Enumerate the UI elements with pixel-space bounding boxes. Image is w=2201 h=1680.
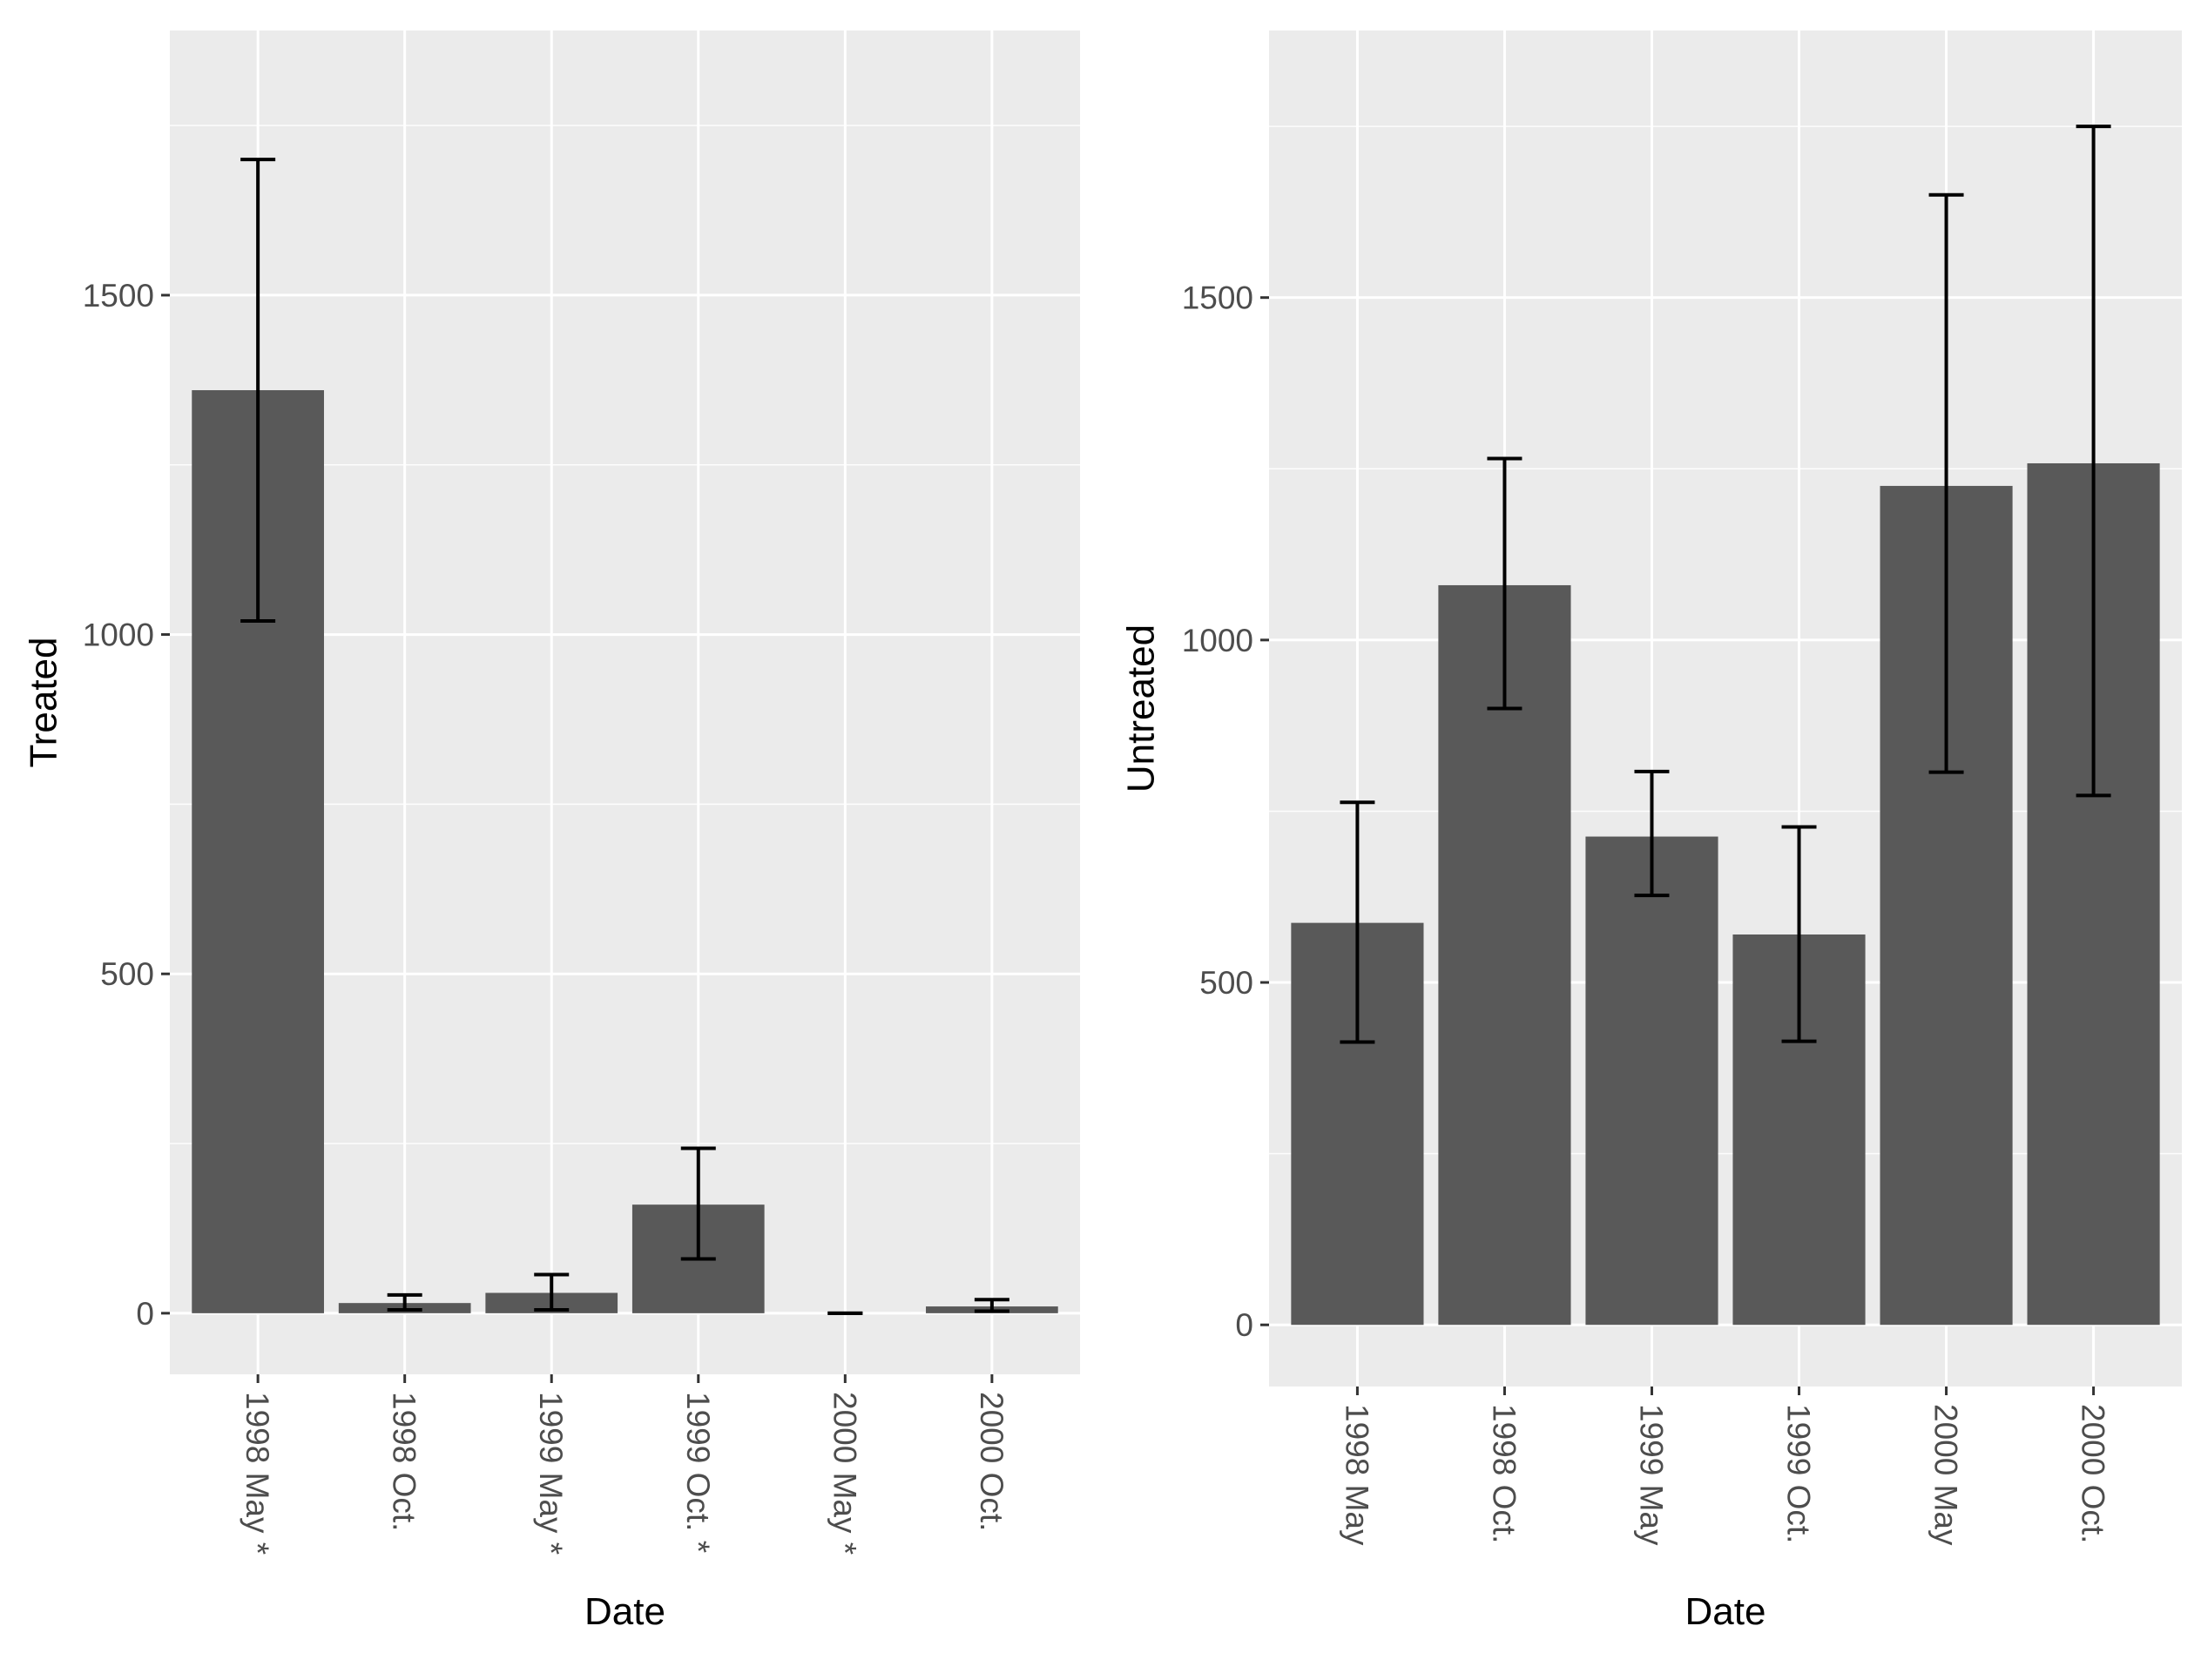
untreated-panel: 0 500 1000 1500 1998 May 1998 Oct. 1999 May 199… xyxy=(1120,30,2182,1633)
y-tick-label: 0 xyxy=(1235,1307,1253,1343)
x-tick-label: 1998 May xyxy=(1339,1404,1374,1546)
y-tick-label: 1000 xyxy=(1182,623,1253,658)
bar-1999-may xyxy=(1585,836,1718,1326)
x-tick-label: 1998 Oct. xyxy=(1486,1404,1522,1543)
error-bar-1998-may xyxy=(240,158,276,623)
error-bar-2000-oct xyxy=(2076,125,2111,798)
x-tick-label: 1999 Oct. * xyxy=(680,1392,716,1553)
x-tick-label: 2000 May * xyxy=(827,1392,862,1555)
error-bar-1999-oct xyxy=(1781,825,1817,1043)
error-bar-2000-oct xyxy=(974,1298,1009,1313)
x-axis-title: Date xyxy=(584,1590,665,1633)
error-bar-2000-may xyxy=(1928,192,1964,774)
x-axis-title: Date xyxy=(1685,1590,1766,1633)
x-tick-label: 1998 Oct. xyxy=(387,1392,422,1531)
y-tick-label: 1500 xyxy=(83,278,154,314)
error-bar-1998-oct xyxy=(387,1292,422,1312)
y-tick-label: 1000 xyxy=(83,617,154,653)
y-axis-title: Untreated xyxy=(1120,624,1163,793)
y-tick-label: 500 xyxy=(100,956,154,992)
error-bar-1999-oct xyxy=(680,1146,716,1261)
x-tick-label: 1999 May * xyxy=(533,1392,569,1555)
x-tick-label: 2000 Oct. xyxy=(2076,1404,2111,1543)
x-tick-label: 2000 May xyxy=(1928,1404,1964,1546)
x-tick-label: 2000 Oct. xyxy=(974,1392,1009,1531)
y-tick-label: 500 xyxy=(1199,965,1253,1001)
error-bar-1999-may xyxy=(1634,769,1670,898)
error-bar-1999-may xyxy=(534,1272,570,1312)
y-tick-label: 1500 xyxy=(1182,280,1253,316)
treated-panel: 0 500 1000 1500 1998 May * 1998 Oct. 1999 May … xyxy=(23,30,1080,1633)
error-bar-1998-may xyxy=(1340,800,1375,1044)
x-tick-label: 1998 May * xyxy=(240,1392,275,1555)
y-axis-title: Treated xyxy=(23,637,65,767)
y-tick-label: 0 xyxy=(136,1296,154,1332)
error-bar-1998-oct xyxy=(1487,456,1522,711)
x-tick-label: 1999 May xyxy=(1633,1404,1669,1546)
x-tick-label: 1999 Oct. xyxy=(1781,1404,1817,1543)
